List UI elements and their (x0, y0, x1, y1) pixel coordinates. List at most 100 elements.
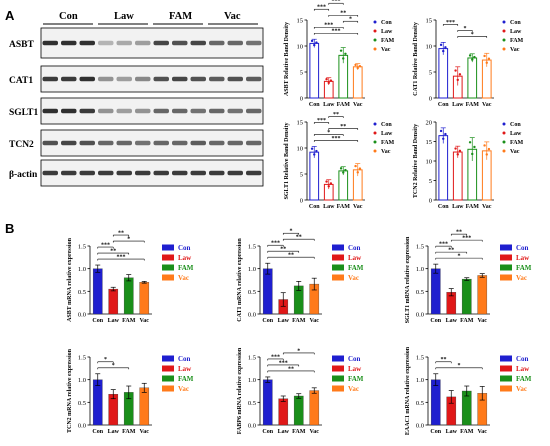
x-tick-label: Con (430, 318, 441, 324)
significance-label: ** (110, 248, 116, 254)
legend-swatch (332, 375, 344, 382)
legend-label: Vac (178, 385, 189, 393)
legend-swatch (500, 264, 512, 271)
blot-panel (40, 27, 264, 59)
data-point (487, 147, 491, 151)
significance-label: * (290, 229, 293, 235)
legend-swatch (500, 365, 512, 372)
y-tick-label: 1.0 (416, 377, 424, 384)
bar (92, 379, 103, 426)
y-tick-label: 1.5 (78, 355, 86, 362)
chart-b4: 0.0 0.5 1.0 1.5 TCN2 mRNA relative expressio… (67, 348, 194, 435)
x-tick-label: FAM (460, 429, 474, 435)
y-tick-label: 10 (426, 159, 433, 166)
blot-band (227, 40, 243, 46)
legend-label: Vac (348, 385, 359, 393)
x-tick-label: FAM (292, 429, 306, 435)
blot-band (61, 40, 77, 46)
y-tick-label: 1.5 (416, 355, 424, 362)
blot-group-label: Con (59, 11, 78, 22)
significance-label: * (458, 254, 461, 260)
blot-band (116, 76, 132, 82)
legend-label: FAM (381, 38, 395, 44)
data-point (354, 63, 357, 67)
significance-label: ** (441, 357, 447, 363)
y-tick-label: 0.5 (248, 289, 256, 296)
bar (477, 275, 488, 315)
blot-band (227, 108, 243, 114)
blot-band (116, 170, 132, 176)
blot-band (153, 76, 169, 82)
x-tick-label: FAM (292, 318, 306, 324)
blot-band (135, 140, 151, 146)
legend-marker (373, 20, 377, 24)
blot-band (172, 40, 188, 46)
data-point (344, 168, 347, 172)
data-point (329, 79, 333, 82)
significance-label: *** (462, 236, 471, 242)
data-point (458, 149, 462, 153)
blot-band (61, 170, 77, 176)
data-point (458, 73, 462, 76)
blot-band (209, 140, 225, 146)
legend-label: Law (381, 131, 393, 137)
significance-label: ** (288, 366, 294, 372)
y-tick-label: 10 (297, 146, 304, 153)
legend-label: FAM (510, 140, 524, 146)
y-tick-label: 1.5 (248, 244, 256, 251)
data-point (487, 57, 491, 60)
legend-marker (373, 131, 377, 135)
chart-b5: 0.0 0.5 1.0 1.5 FABP6 mRNA relative expressi… (237, 347, 364, 435)
legend-marker (502, 38, 506, 42)
x-tick-label: Vac (482, 102, 492, 108)
blot-band (209, 40, 225, 46)
chart-b3: 0.0 0.5 1.0 1.5 SGLT1 mRNA relative expressi… (405, 230, 532, 324)
significance-label: * (112, 363, 115, 369)
data-point (325, 77, 328, 81)
legend-label: FAM (348, 375, 364, 383)
blot-band (79, 76, 95, 82)
y-tick-label: 0.5 (78, 289, 86, 296)
x-tick-label: Con (309, 102, 320, 108)
y-tick-label: 1.0 (248, 377, 256, 384)
blot-row-label: SGLT1 (9, 108, 38, 118)
x-tick-label: FAM (460, 318, 474, 324)
x-tick-label: Con (92, 429, 103, 435)
blot-band (135, 108, 151, 114)
legend-swatch (332, 365, 344, 372)
legend-label: Vac (178, 274, 189, 282)
legend-label: FAM (178, 375, 194, 383)
blot-row-label: β-actin (9, 170, 38, 180)
x-tick-label: Law (323, 204, 335, 210)
y-tick-label: 0 (300, 198, 303, 205)
legend-marker (373, 149, 377, 153)
legend-label: Con (516, 355, 529, 363)
y-tick-label: 0 (300, 96, 303, 103)
blot-band (209, 108, 225, 114)
y-tick-label: 5 (300, 70, 303, 77)
legend-swatch (500, 375, 512, 382)
y-tick-label: 0.5 (248, 400, 256, 407)
legend-swatch (162, 244, 174, 251)
blot-row-label: ASBT (9, 40, 34, 50)
data-point (444, 46, 447, 49)
legend-label: Con (348, 244, 361, 252)
blot-panel (40, 129, 264, 157)
chart-b2: 0.0 0.5 1.0 1.5 CAT1 mRNA relative expressio… (237, 229, 364, 324)
bar (452, 151, 463, 201)
x-tick-label: Vac (310, 429, 320, 435)
x-tick-label: Vac (140, 429, 150, 435)
legend-label: Vac (516, 385, 527, 393)
blot-band (190, 108, 206, 114)
data-point (439, 129, 443, 133)
x-tick-label: Law (278, 318, 290, 324)
blot-band (116, 40, 132, 46)
data-point (315, 41, 318, 44)
blot-band (246, 108, 262, 114)
y-tick-label: 5 (429, 70, 432, 77)
legend-marker (502, 47, 506, 51)
